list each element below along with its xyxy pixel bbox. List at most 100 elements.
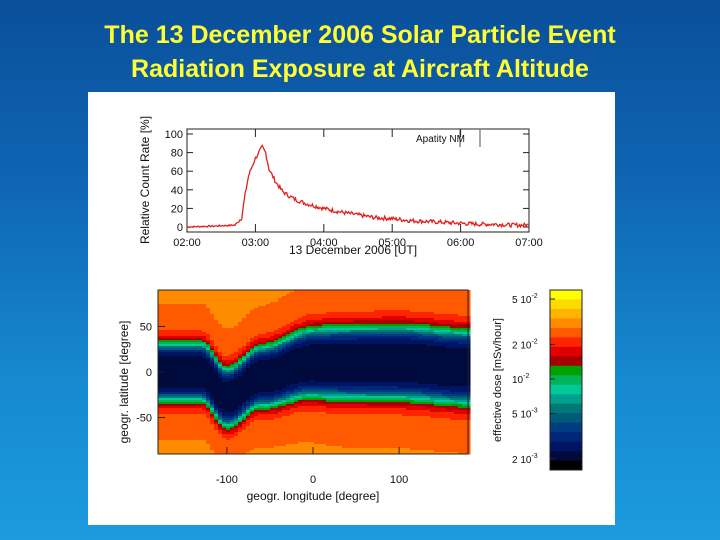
heatmap-cell: [242, 354, 247, 357]
heatmap-cell: [226, 430, 231, 433]
heatmap-cell: [262, 422, 267, 425]
heatmap-cell: [326, 388, 331, 391]
heatmap-cell: [202, 400, 207, 403]
heatmap-cell: [182, 370, 187, 373]
heatmap-cell: [330, 386, 335, 389]
heatmap-cell: [374, 448, 379, 451]
heatmap-cell: [254, 360, 259, 363]
heatmap-cell: [298, 428, 303, 431]
heatmap-cell: [290, 298, 295, 301]
heatmap-cell: [262, 448, 267, 451]
heatmap-cell: [366, 374, 371, 377]
heatmap-cell: [222, 346, 227, 349]
heatmap-cell: [266, 344, 271, 347]
heatmap-cell: [182, 416, 187, 419]
heatmap-cell: [198, 358, 203, 361]
heatmap-cell: [242, 334, 247, 337]
heatmap-cell: [222, 438, 227, 441]
heatmap-cell: [390, 414, 395, 417]
heatmap-cell: [378, 428, 383, 431]
heatmap-cell: [210, 432, 215, 435]
heatmap-cell: [330, 382, 335, 385]
heatmap-cell: [330, 436, 335, 439]
heatmap-cell: [190, 436, 195, 439]
heatmap-cell: [178, 312, 183, 315]
heatmap-cell: [318, 336, 323, 339]
heatmap-cell: [174, 346, 179, 349]
heatmap-cell: [378, 436, 383, 439]
heatmap-cell: [282, 442, 287, 445]
heatmap-cell: [338, 290, 343, 293]
heatmap-cell: [206, 390, 211, 393]
heatmap-cell: [298, 332, 303, 335]
heatmap-cell: [178, 320, 183, 323]
heatmap-cell: [170, 452, 175, 455]
heatmap-cell: [310, 296, 315, 299]
heatmap-cell: [222, 322, 227, 325]
heatmap-cell: [382, 426, 387, 429]
heatmap-cell: [290, 354, 295, 357]
heatmap-cell: [302, 452, 307, 455]
heatmap-cell: [326, 300, 331, 303]
heatmap-cell: [290, 392, 295, 395]
heatmap-cell: [202, 368, 207, 371]
heatmap-cell: [318, 406, 323, 409]
heatmap-cell: [214, 410, 219, 413]
heatmap-cell: [390, 332, 395, 335]
heatmap-cell: [294, 342, 299, 345]
heatmap-cell: [158, 384, 163, 387]
heatmap-cell: [198, 294, 203, 297]
heatmap-cell: [282, 394, 287, 397]
heatmap-cell: [258, 334, 263, 337]
heatmap-cell: [202, 414, 207, 417]
heatmap-cell: [326, 428, 331, 431]
heatmap-cell: [230, 416, 235, 419]
heatmap-cell: [278, 452, 283, 455]
heatmap-cell: [390, 356, 395, 359]
heatmap-cell: [394, 440, 399, 443]
heatmap-cell: [262, 290, 267, 293]
heatmap-cell: [162, 434, 167, 437]
heatmap-cell: [350, 352, 355, 355]
heatmap-cell: [182, 302, 187, 305]
heatmap-cell: [222, 340, 227, 343]
heatmap-cell: [338, 296, 343, 299]
heatmap-cell: [354, 328, 359, 331]
heatmap-cell: [378, 294, 383, 297]
heatmap-cell: [238, 298, 243, 301]
heatmap-cell: [274, 386, 279, 389]
heatmap-cell: [230, 368, 235, 371]
heatmap-cell: [314, 444, 319, 447]
heatmap-cell: [326, 414, 331, 417]
heatmap-cell: [282, 344, 287, 347]
heatmap-cell: [198, 392, 203, 395]
heatmap-cell: [346, 336, 351, 339]
heatmap-cell: [330, 440, 335, 443]
heatmap-cell: [322, 296, 327, 299]
heatmap-cell: [166, 296, 171, 299]
heatmap-cell: [222, 444, 227, 447]
heatmap-cell: [282, 392, 287, 395]
heatmap-cell: [222, 372, 227, 375]
heatmap-cell: [162, 390, 167, 393]
heatmap-cell: [218, 338, 223, 341]
heatmap-cell: [302, 392, 307, 395]
heatmap-cell: [170, 448, 175, 451]
heatmap-cell: [386, 328, 391, 331]
heatmap-cell: [262, 300, 267, 303]
heatmap-cell: [298, 296, 303, 299]
heatmap-cell: [182, 294, 187, 297]
heatmap-cell: [382, 408, 387, 411]
heatmap-cell: [206, 446, 211, 449]
heatmap-cell: [194, 404, 199, 407]
heatmap-cell: [170, 446, 175, 449]
heatmap-cell: [270, 356, 275, 359]
heatmap-cell: [386, 422, 391, 425]
heatmap-cell: [186, 440, 191, 443]
slide-title-line-2: Radiation Exposure at Aircraft Altitude: [131, 55, 589, 83]
heatmap-cell: [202, 402, 207, 405]
heatmap-cell: [282, 440, 287, 443]
heatmap-cell: [390, 442, 395, 445]
heatmap-cell: [186, 312, 191, 315]
heatmap-cell: [206, 422, 211, 425]
